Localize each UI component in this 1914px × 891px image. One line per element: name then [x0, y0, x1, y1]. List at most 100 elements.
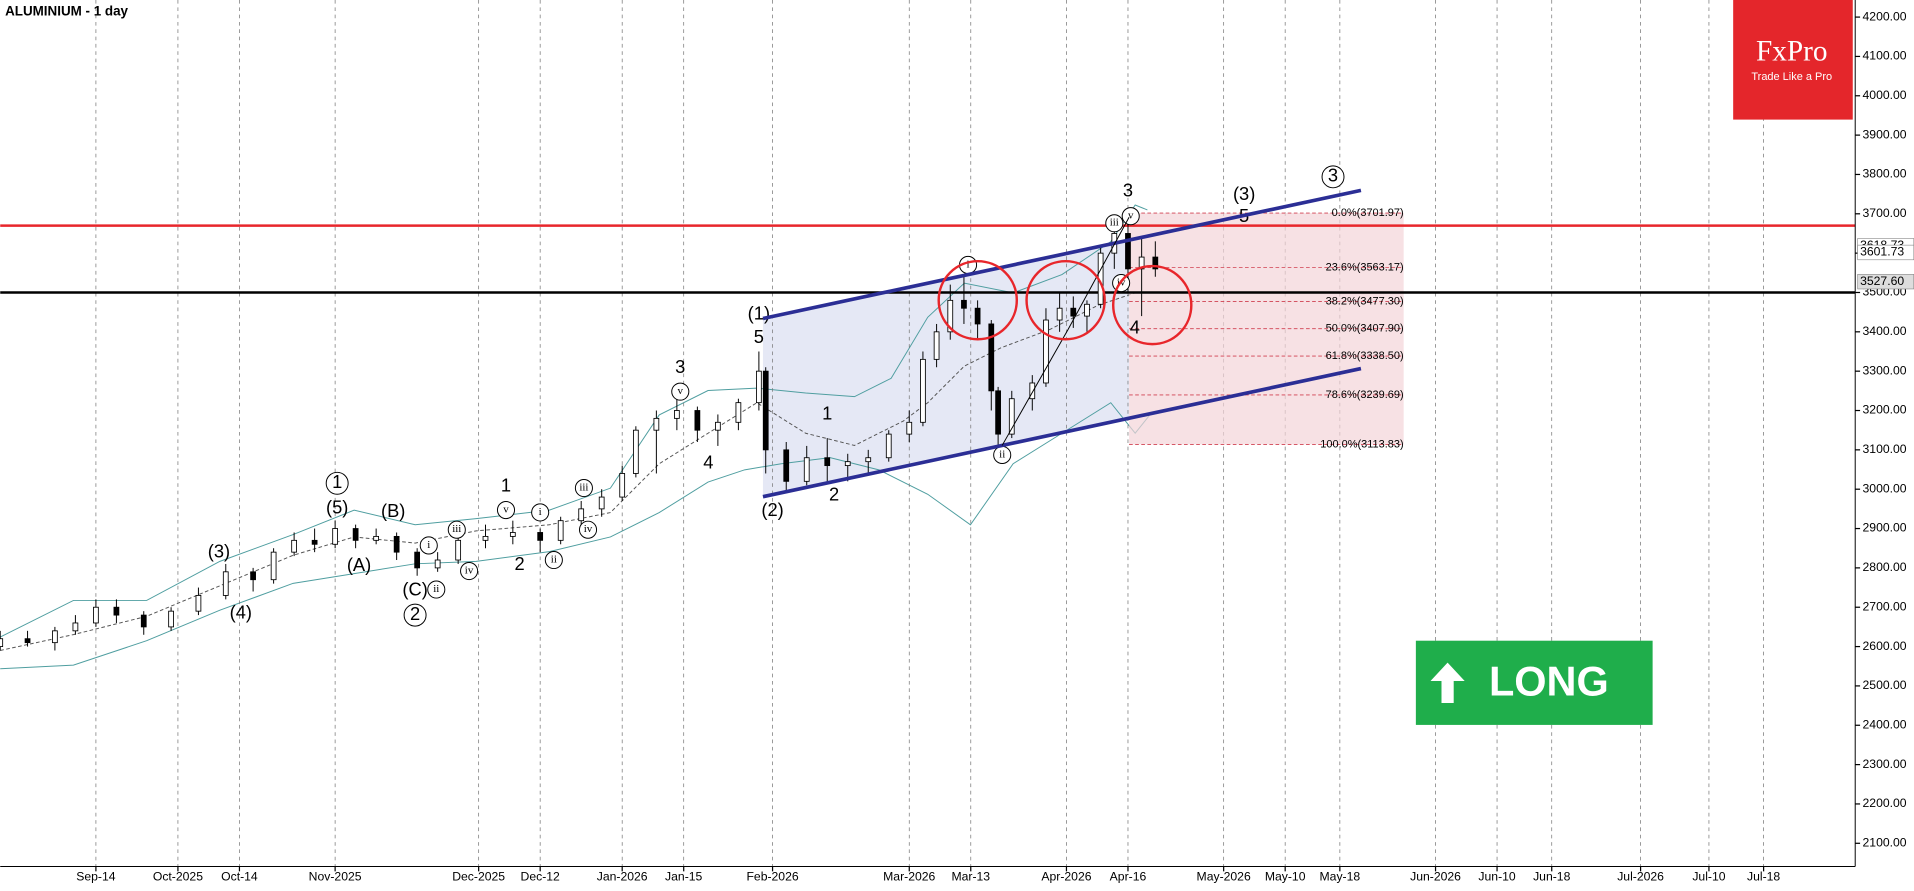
candle-body	[783, 449, 790, 482]
wave-label: 1	[332, 471, 342, 492]
logo-tagline: Trade Like a Pro	[1751, 71, 1832, 83]
x-tick-label: Mar-2026	[883, 870, 935, 884]
highlight-circle	[1111, 264, 1193, 346]
candle-body	[222, 571, 229, 596]
y-tick-label: 2900.00	[1863, 521, 1907, 535]
candle-body	[455, 539, 462, 561]
y-tick-label: 2600.00	[1863, 639, 1907, 653]
wave-label: (A)	[347, 554, 371, 575]
wave-label: ii	[433, 583, 439, 595]
candle-body	[865, 457, 872, 463]
candle-body	[1070, 307, 1077, 317]
fib-label: 50.0%(3407.90)	[1326, 323, 1404, 335]
wave-label: 1	[822, 403, 832, 424]
annotation-circle	[671, 382, 690, 401]
wave-label: iv	[465, 565, 474, 577]
fib-label: 38.2%(3477.30)	[1326, 295, 1404, 307]
wave-label: 5	[754, 326, 764, 347]
wave-label: (2)	[761, 499, 783, 520]
wave-label: i	[539, 506, 542, 518]
wave-label: 3	[1328, 165, 1338, 186]
candle-body	[947, 299, 954, 333]
y-tick-label: 4100.00	[1863, 49, 1907, 63]
candle-body	[1084, 303, 1090, 317]
wave-label: iv	[584, 523, 593, 535]
candle-body	[557, 520, 564, 541]
fib-label: 61.8%(3338.50)	[1326, 350, 1404, 362]
candle-body	[373, 535, 380, 541]
x-tick-label: Feb-2026	[746, 870, 798, 884]
candle-body	[332, 528, 338, 545]
annotation-circle	[1121, 207, 1140, 226]
y-tick-label: 3200.00	[1863, 403, 1907, 417]
drawings	[762, 188, 1362, 499]
channel-bottom	[762, 366, 1362, 499]
price-label: 3527.60	[1860, 274, 1904, 288]
wave-label: iii	[452, 523, 461, 535]
candle-body	[1138, 256, 1145, 270]
x-tick-label: Nov-2025	[309, 870, 362, 884]
candle-body	[632, 429, 639, 474]
candle-body	[1152, 256, 1159, 270]
x-tick-label: Apr-2026	[1041, 870, 1091, 884]
wave-label: ii	[999, 448, 1005, 460]
x-tick-label: Jun-18	[1533, 870, 1570, 884]
candle-body	[72, 622, 79, 632]
background-layer	[0, 204, 1151, 670]
annotation-circle	[403, 603, 427, 627]
logo: FxPro Trade Like a Pro	[1733, 0, 1853, 120]
x-tick-label: Sep-14	[76, 870, 116, 884]
candle-body	[140, 614, 147, 628]
x-tick-label: Apr-16	[1110, 870, 1147, 884]
x-tick-label: Jul-18	[1747, 870, 1780, 884]
candle-body	[715, 421, 721, 431]
wave-label: iii	[1110, 217, 1119, 229]
candle-body	[270, 551, 277, 581]
y-tick-label: 3900.00	[1863, 127, 1907, 141]
y-tick-label: 4000.00	[1863, 88, 1907, 102]
annotation-circle	[325, 471, 349, 495]
wave-label: iii	[579, 482, 588, 494]
fib-label: 0.0%(3701.97)	[1332, 207, 1404, 219]
y-tick-label: 2400.00	[1863, 717, 1907, 731]
up-arrow	[1430, 662, 1465, 703]
wave-label: 1	[501, 475, 511, 496]
candle-body	[995, 390, 1001, 435]
candle-body	[52, 630, 58, 644]
candle-body	[1008, 398, 1015, 435]
highlight-circle	[937, 259, 1019, 341]
annotation-circle	[496, 501, 516, 520]
x-tick-label: May-18	[1320, 870, 1361, 884]
wave-label: 2	[410, 603, 420, 624]
y-tick-label: 3100.00	[1863, 442, 1907, 456]
price-label: 3601.73	[1860, 245, 1904, 259]
candle-body	[619, 473, 626, 498]
y-tick-label: 3800.00	[1863, 167, 1907, 181]
fib-label: 100.0%(3113.83)	[1320, 438, 1403, 450]
x-tick-label: Jun-2026	[1410, 870, 1461, 884]
candle-body	[844, 461, 851, 467]
x-tick-label: Jun-10	[1478, 870, 1515, 884]
candle-body	[674, 410, 680, 419]
logo-box	[1733, 0, 1853, 120]
y-tick-label: 2300.00	[1863, 757, 1907, 771]
annotation-circle	[531, 503, 550, 522]
wave-label: (3)	[1233, 183, 1255, 204]
candle-body	[920, 358, 926, 423]
annotation-circle	[1321, 165, 1345, 189]
candle-body	[509, 532, 516, 537]
wave-label: 3	[675, 356, 685, 377]
wave-label: i	[967, 258, 970, 270]
candle-body	[961, 299, 967, 309]
candle-body	[1043, 319, 1049, 384]
candle-body	[694, 410, 701, 431]
wave-label: 4	[703, 451, 713, 472]
annotation-circle	[427, 580, 446, 599]
y-tick-label: 3400.00	[1863, 324, 1907, 338]
x-tick-label: Jan-2026	[597, 870, 648, 884]
wave-label: 3	[1123, 180, 1133, 201]
wave-label: i	[427, 539, 430, 551]
x-tick-label: Oct-14	[221, 870, 258, 884]
